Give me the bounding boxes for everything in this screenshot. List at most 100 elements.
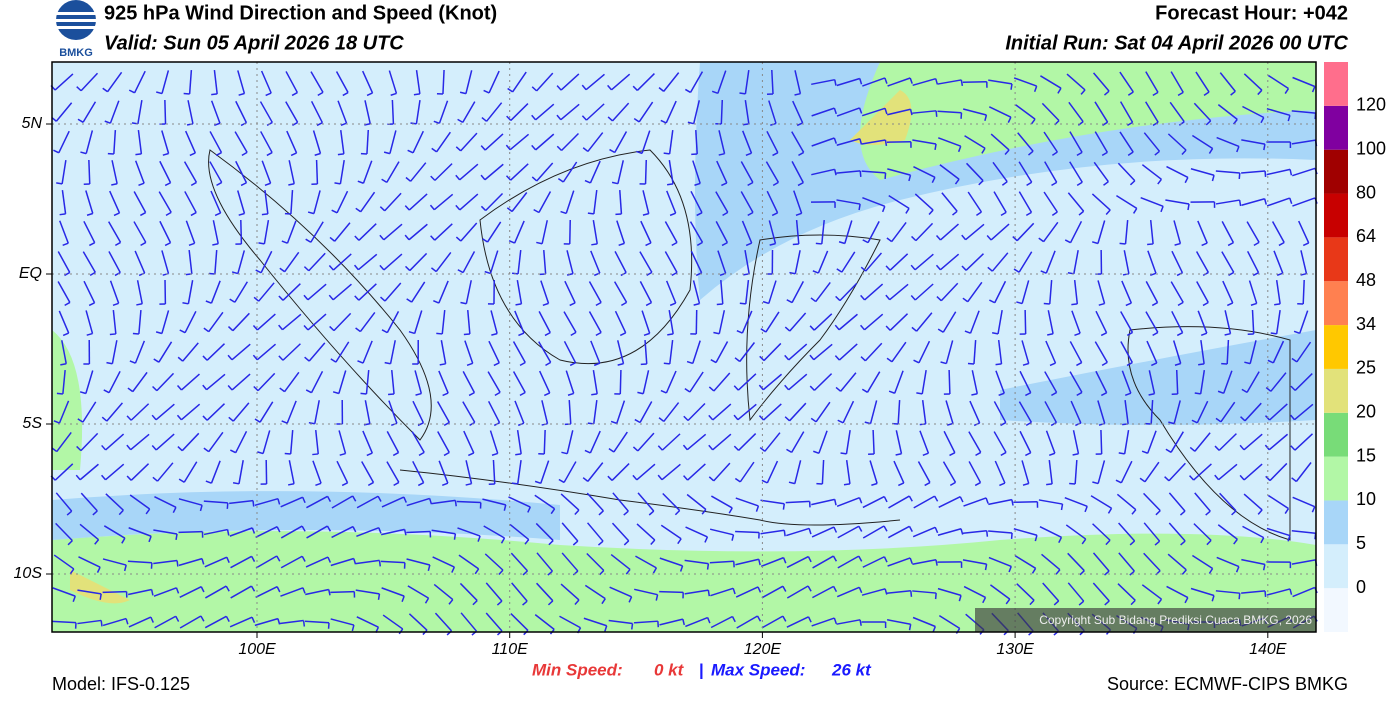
wind-barb xyxy=(1025,310,1026,334)
colorbar-label: 15 xyxy=(1356,445,1376,465)
wind-barb xyxy=(816,243,822,244)
colorbar-label: 10 xyxy=(1356,489,1376,509)
wind-barb xyxy=(379,560,380,566)
logo-stripe xyxy=(56,26,96,29)
colorbar-label: 100 xyxy=(1356,138,1386,158)
wind-barb xyxy=(1265,591,1266,597)
wind-barb xyxy=(659,592,683,593)
wind-barb xyxy=(285,453,291,454)
wind-barb xyxy=(1195,393,1201,394)
wind-barb xyxy=(1265,171,1266,177)
wind-barb xyxy=(664,153,670,154)
wind-barb xyxy=(1303,280,1304,304)
wind-barb xyxy=(911,591,912,597)
max-speed-value: 26 kt xyxy=(831,660,872,679)
wind-barb xyxy=(103,592,127,593)
wind-barb xyxy=(860,171,861,177)
colorbar-label: 0 xyxy=(1356,577,1366,597)
wind-barb xyxy=(56,183,62,184)
wind-barb xyxy=(110,334,116,335)
wind-barb xyxy=(1046,484,1052,485)
wind-barb xyxy=(1147,244,1153,245)
wind-barb xyxy=(708,564,709,570)
wind-barb xyxy=(414,94,420,95)
wind-barb xyxy=(241,220,242,244)
x-tick-label: 140E xyxy=(1249,641,1287,658)
wind-barb xyxy=(379,594,380,600)
wind-barb xyxy=(667,334,673,335)
initial-run: Initial Run: Sat 04 April 2026 00 UTC xyxy=(1005,32,1348,54)
wind-barb xyxy=(512,483,518,484)
colorbar-segment xyxy=(1324,325,1348,369)
colorbar-label: 34 xyxy=(1356,314,1376,334)
colorbar-segment xyxy=(1324,369,1348,413)
wind-barb xyxy=(588,213,594,214)
wind-barb xyxy=(211,94,217,95)
wind-barb xyxy=(258,243,264,244)
wind-barb xyxy=(783,504,784,510)
wind-barb xyxy=(516,304,522,305)
wind-barb xyxy=(338,154,344,155)
wind-barb xyxy=(1264,144,1265,150)
wind-barb xyxy=(182,303,188,304)
min-speed-label: Min Speed: xyxy=(532,660,623,679)
colorbar-segment xyxy=(1324,194,1348,238)
wind-barb xyxy=(165,100,166,124)
wind-barb xyxy=(179,532,203,533)
wind-barb xyxy=(1061,504,1062,510)
wind-barb xyxy=(1120,243,1126,244)
wind-barb xyxy=(330,592,354,593)
colorbar-segment xyxy=(1324,544,1348,588)
wind-barb xyxy=(515,454,521,455)
wind-barb xyxy=(101,620,102,626)
wind-barb xyxy=(334,183,340,184)
wind-barb xyxy=(388,394,394,395)
wind-barb xyxy=(784,530,785,536)
wind-barb xyxy=(987,531,988,537)
logo-stripe xyxy=(56,12,96,15)
wind-barb xyxy=(620,370,621,394)
min-speed-value: 0 kt xyxy=(654,660,685,679)
colorbar-segment xyxy=(1324,413,1348,457)
wind-barb xyxy=(844,484,850,485)
wind-barb xyxy=(1274,304,1280,305)
colorbar-label: 20 xyxy=(1356,402,1376,422)
wind-barb xyxy=(591,244,597,245)
source: Source: ECMWF-CIPS BMKG xyxy=(1107,674,1348,694)
wind-barb xyxy=(176,534,177,540)
colorbar-label: 80 xyxy=(1356,182,1376,202)
wind-barb xyxy=(317,160,318,184)
x-tick-label: 120E xyxy=(744,641,782,658)
wind-barb xyxy=(544,430,545,454)
wind-barb xyxy=(996,364,1002,365)
wind-barb xyxy=(739,93,745,94)
logo-text: BMKG xyxy=(59,47,93,59)
colorbar-label: 5 xyxy=(1356,533,1366,553)
colorbar-label: 25 xyxy=(1356,358,1376,378)
copyright: Copyright Sub Bidang Prediksi Cuaca BMKG… xyxy=(1039,613,1312,627)
wind-barb xyxy=(135,154,141,155)
wind-barb xyxy=(740,303,746,304)
wind-barb xyxy=(667,184,673,185)
wind-barb xyxy=(1239,593,1240,599)
wind-barb xyxy=(1011,84,1012,90)
wind-barb xyxy=(1188,204,1189,210)
wind-barb xyxy=(1101,430,1102,454)
logo: BMKG xyxy=(56,0,96,59)
colorbar-segment xyxy=(1324,150,1348,194)
wind-barb xyxy=(1071,304,1077,305)
wind-barb xyxy=(1198,364,1204,365)
max-speed-label: Max Speed: xyxy=(711,660,805,679)
wind-barb xyxy=(440,364,446,365)
wind-barb xyxy=(262,214,268,215)
wind-barb xyxy=(873,430,874,454)
logo-stripe xyxy=(56,19,96,22)
wind-barb xyxy=(233,483,239,484)
wind-barb xyxy=(454,534,455,540)
wind-barb xyxy=(57,393,63,394)
separator: | xyxy=(699,660,704,679)
wind-barb xyxy=(935,144,936,150)
wind-barb xyxy=(312,454,318,455)
wind-barb xyxy=(916,393,922,394)
